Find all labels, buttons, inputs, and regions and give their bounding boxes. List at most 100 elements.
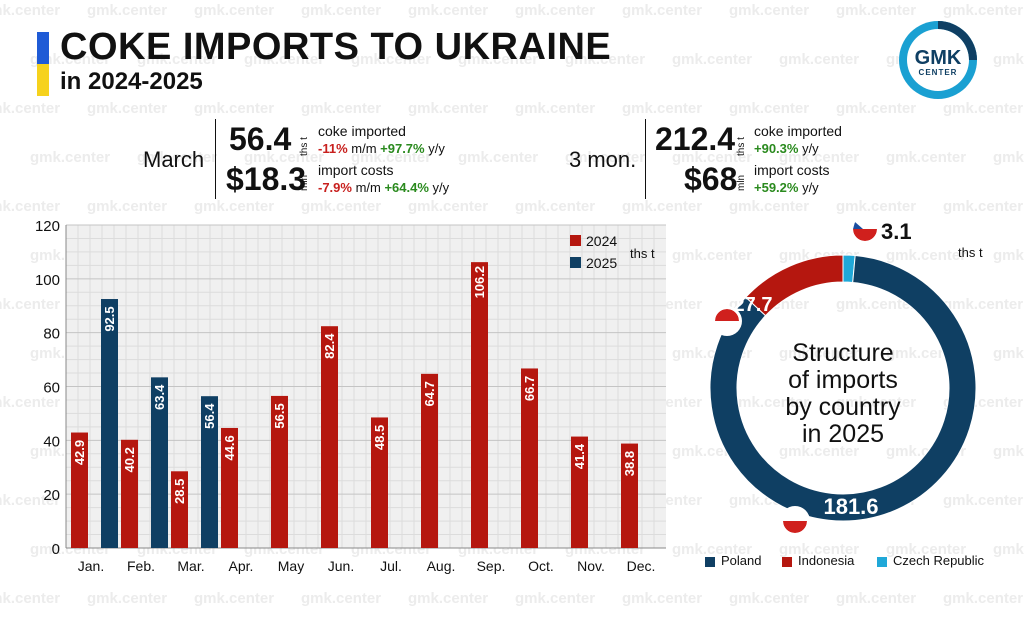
legend-item-poland: Poland (705, 553, 761, 568)
watermark-text: gmk.center (301, 100, 381, 117)
x-tick-label: Jan. (78, 558, 104, 574)
watermark-text: gmk.center (515, 2, 595, 19)
watermark-text: gmk.center (729, 2, 809, 19)
x-tick-label: Oct. (528, 558, 554, 574)
watermark-text: gmk.center (943, 100, 1023, 117)
kpi-3mon-volume-unit: ths t (736, 137, 747, 156)
page-title: COKE IMPORTS TO UKRAINE (60, 26, 612, 68)
legend-swatch-czech (877, 556, 887, 567)
y-tick-label: 120 (35, 218, 60, 235)
watermark-text: gmk.center (836, 590, 916, 607)
watermark-text: gmk.center (622, 2, 702, 19)
y-tick-label: 0 (52, 541, 60, 558)
x-tick-label: Nov. (577, 558, 605, 574)
bar-2025 (151, 377, 168, 548)
kpi-3mon-volume-desc: coke imported (754, 123, 842, 139)
watermark-text: gmk.center (194, 2, 274, 19)
bar-chart: 0 20 40 60 80 100 120 42.9 92.5 Jan. 40.2 63.4 Feb. 2… (35, 218, 666, 574)
donut-title-line: by country (785, 393, 901, 421)
donut-value-czech: 3.1 (881, 219, 912, 244)
bar-2025 (201, 396, 218, 548)
kpi-3mon-volume: 212.4 (655, 121, 736, 157)
bar-value-label: 64.7 (422, 381, 437, 406)
watermark-text: gmk.center (0, 590, 60, 607)
bar-2024 (521, 368, 538, 548)
kpi-3mon-divider (645, 119, 646, 199)
watermark-text: gmk.center (408, 2, 488, 19)
kpi-3mon-cost-desc: import costs (754, 162, 830, 178)
watermark-text: gmk.center (993, 149, 1024, 166)
y-tick-label: 20 (43, 487, 60, 504)
watermark-text: gmk.center (408, 100, 488, 117)
logo-subtext: CENTER (919, 68, 958, 77)
legend-swatch-2024 (570, 235, 581, 246)
bar-value-label: 82.4 (322, 333, 337, 359)
legend-label-2025: 2025 (586, 255, 617, 271)
bar-value-label: 40.2 (122, 447, 137, 472)
legend-item-czech: Czech Republic (877, 553, 984, 568)
kpi-3mon-cost-change: +59.2% y/y (754, 180, 819, 195)
kpi-march-volume-unit: ths t (299, 137, 310, 156)
kpi-3mon-cost-unit: mln (736, 174, 747, 191)
kpi-march-volume-change: -11% m/m +97.7% y/y (318, 141, 445, 156)
x-tick-label: May (278, 558, 304, 574)
watermark-text: gmk.center (836, 100, 916, 117)
bar-2025 (101, 299, 118, 548)
kpi-march-volume: 56.4 (229, 121, 292, 157)
watermark-text: gmk.center (87, 590, 167, 607)
donut-title-line: in 2025 (802, 420, 884, 448)
kpi-march-label: March (143, 147, 205, 172)
watermark-text: gmk.center (886, 149, 966, 166)
bar-2024 (221, 427, 238, 548)
bar-2024 (171, 471, 188, 548)
watermark-text: gmk.center (301, 590, 381, 607)
legend-label-2024: 2024 (586, 233, 617, 249)
legend-item-indonesia: Indonesia (782, 553, 854, 568)
czech-flag-icon (850, 214, 880, 244)
watermark-text: gmk.center (993, 51, 1024, 68)
bar-value-label: 28.5 (172, 479, 187, 504)
bar-2024 (371, 417, 388, 548)
bar-value-label: 63.4 (152, 384, 167, 410)
bar-value-label: 38.8 (622, 451, 637, 476)
kpi-march-cost-desc: import costs (318, 162, 394, 178)
logo-text: GMK (915, 47, 962, 69)
watermark-text: gmk.center (836, 2, 916, 19)
y-tick-label: 40 (43, 433, 60, 450)
donut-unit-label: ths t (958, 245, 983, 260)
watermark-text: gmk.center (943, 2, 1023, 19)
kpi-march-volume-desc: coke imported (318, 123, 406, 139)
donut-title-line: of imports (788, 366, 898, 394)
kpi-3mon-volume-change: +90.3% y/y (754, 141, 819, 156)
watermark-text: gmk.center (194, 100, 274, 117)
legend-swatch-poland (705, 556, 715, 567)
watermark-text: gmk.center (622, 590, 702, 607)
bar-value-label: 44.6 (222, 435, 237, 460)
x-tick-label: Feb. (127, 558, 155, 574)
bar-value-label: 48.5 (372, 425, 387, 450)
watermark-text: gmk.center (301, 2, 381, 19)
bar-2024 (621, 443, 638, 548)
x-tick-label: Apr. (229, 558, 254, 574)
watermark-text: gmk.center (943, 590, 1023, 607)
watermark-text: gmk.center (622, 100, 702, 117)
bar-2024 (421, 373, 438, 548)
x-tick-label: Aug. (427, 558, 456, 574)
bar-value-label: 106.2 (472, 266, 487, 299)
donut-slice-indonesia (745, 254, 844, 317)
x-tick-label: Sep. (477, 558, 506, 574)
donut-value-poland: 181.6 (823, 494, 878, 519)
kpi-march-cost-change: -7.9% m/m +64.4% y/y (318, 180, 450, 195)
x-tick-label: Jul. (380, 558, 402, 574)
watermark-text: gmk.center (729, 100, 809, 117)
poland-flag-icon (780, 506, 810, 536)
kpi-march-cost-unit: mln (299, 174, 310, 191)
donut-title-line: Structure (792, 339, 893, 367)
bar-2024 (321, 326, 338, 548)
bar-value-label: 56.5 (272, 403, 287, 428)
y-tick-label: 60 (43, 380, 60, 397)
ukraine-flag-icon (37, 32, 49, 96)
watermark-text: gmk.center (30, 149, 110, 166)
y-tick-label: 100 (35, 272, 60, 289)
